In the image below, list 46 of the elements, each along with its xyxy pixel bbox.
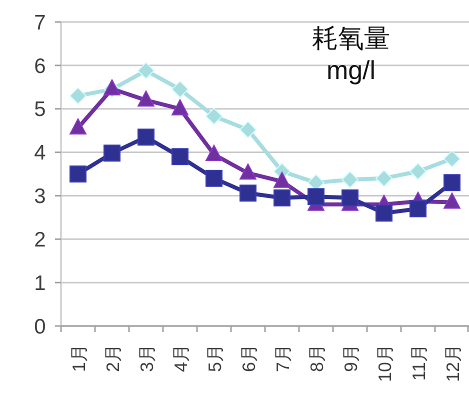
point [70, 87, 86, 104]
point [138, 62, 154, 80]
point [410, 200, 426, 218]
point [274, 189, 290, 206]
point [70, 166, 86, 182]
point [240, 121, 256, 138]
point [172, 148, 188, 166]
y-tick-label: 1 [34, 272, 46, 295]
x-tick-label: 11月 [409, 344, 429, 381]
x-tick-label: 3月 [137, 344, 157, 372]
point [274, 172, 290, 188]
point [376, 204, 392, 222]
point [410, 162, 426, 180]
y-tick-label: 7 [34, 11, 46, 34]
point [172, 80, 188, 98]
point [240, 163, 256, 180]
point [342, 171, 358, 188]
point [138, 128, 154, 146]
x-tick-label: 8月 [307, 344, 327, 372]
point [444, 150, 460, 168]
point [376, 170, 392, 187]
point [444, 174, 460, 192]
y-tick-label: 6 [34, 54, 46, 78]
x-tick-label: 9月 [341, 344, 361, 372]
x-tick-label: 1月 [69, 344, 89, 372]
y-tick-label: 2 [34, 228, 46, 252]
y-tick-label: 5 [34, 98, 46, 122]
x-tick-label: 2月 [103, 344, 123, 372]
y-axis-title: 耗氧量 mg/l [312, 23, 390, 85]
point [444, 192, 460, 209]
point [308, 188, 324, 206]
x-tick-label: 12月 [443, 344, 463, 382]
x-tick-label: 7月 [273, 344, 293, 372]
point [206, 108, 222, 125]
point [206, 144, 222, 161]
y-tick-label: 4 [34, 142, 46, 165]
point [240, 184, 256, 202]
point [206, 170, 222, 187]
point [342, 189, 358, 206]
x-tick-label: 4月 [171, 344, 191, 372]
point [104, 144, 120, 162]
y-tick-label: 0 [34, 315, 46, 338]
y-tick-label: 3 [34, 185, 46, 208]
x-tick-label: 6月 [239, 344, 259, 372]
x-tick-label: 10月 [375, 344, 395, 382]
x-tick-label: 5月 [205, 344, 225, 372]
